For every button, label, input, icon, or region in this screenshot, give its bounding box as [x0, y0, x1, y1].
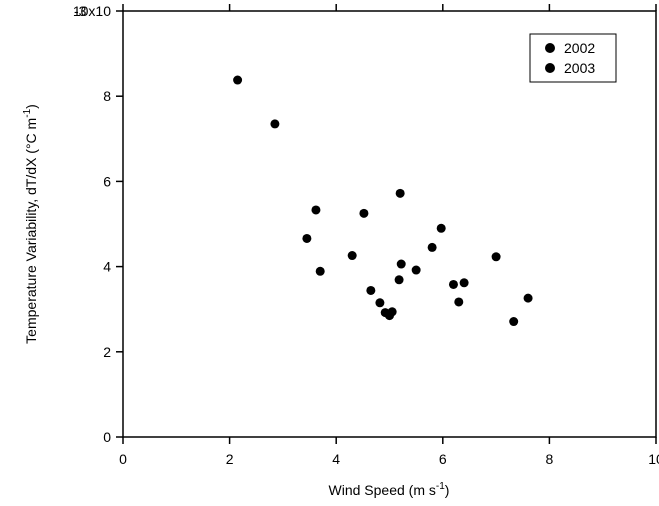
point-2002-8	[375, 298, 385, 308]
point-2002-4	[315, 266, 325, 276]
legend: 2002 2003	[529, 33, 617, 83]
scatter-points	[233, 75, 533, 327]
point-2002-13	[395, 188, 405, 198]
point-2002-0	[233, 75, 243, 85]
x-axis-ticks: 0 2 4 6 8 10	[119, 4, 659, 467]
point-2003-0	[411, 265, 421, 275]
point-2002-6	[359, 208, 369, 218]
x-tick-label-3: 6	[439, 451, 447, 467]
x-tick-label-5: 10	[648, 451, 659, 467]
point-2002-11	[387, 307, 397, 317]
y-tick-label-4: 8	[103, 88, 111, 104]
x-tick-label-0: 0	[119, 451, 127, 467]
point-2002-5	[347, 251, 357, 261]
y-tick-label-1: 2	[103, 344, 111, 360]
point-2002-14	[396, 259, 406, 269]
y-tick-label-3: 6	[103, 173, 111, 189]
point-2002-3	[311, 205, 321, 215]
y-tick-label-0: 0	[103, 429, 111, 445]
y-tick-label-5: 10x10	[73, 3, 111, 19]
y-exponent-group: -3	[74, 3, 87, 19]
plot-frame	[122, 10, 657, 438]
point-2003-2	[436, 223, 446, 233]
y-axis-title: Temperature Variability, dT/dX (°C m-1)	[22, 104, 39, 344]
point-2003-7	[509, 317, 519, 327]
point-2003-4	[454, 297, 464, 307]
point-2003-6	[491, 252, 501, 262]
y-axis-ticks: 0 2 4 6 8 10x10	[73, 3, 123, 445]
point-2002-12	[394, 275, 404, 285]
y-tick-label-2: 4	[103, 259, 111, 275]
point-2002-7	[366, 285, 376, 295]
legend-box	[529, 33, 617, 83]
legend-label-2002: 2002	[564, 40, 595, 56]
legend-marker-2003	[545, 63, 555, 73]
x-tick-label-1: 2	[226, 451, 234, 467]
point-2003-1	[427, 242, 437, 252]
x-tick-label-2: 4	[332, 451, 340, 467]
point-2002-2	[302, 233, 312, 243]
point-2003-8	[523, 293, 533, 303]
x-tick-label-4: 8	[546, 451, 554, 467]
y-exponent-label: -3	[74, 3, 87, 19]
legend-marker-2002	[545, 43, 555, 53]
point-2003-5	[459, 278, 469, 288]
point-2002-1	[270, 119, 280, 129]
legend-label-2003: 2003	[564, 60, 595, 76]
x-axis-title: Wind Speed (m s-1)	[329, 481, 450, 498]
point-2003-3	[448, 279, 458, 289]
